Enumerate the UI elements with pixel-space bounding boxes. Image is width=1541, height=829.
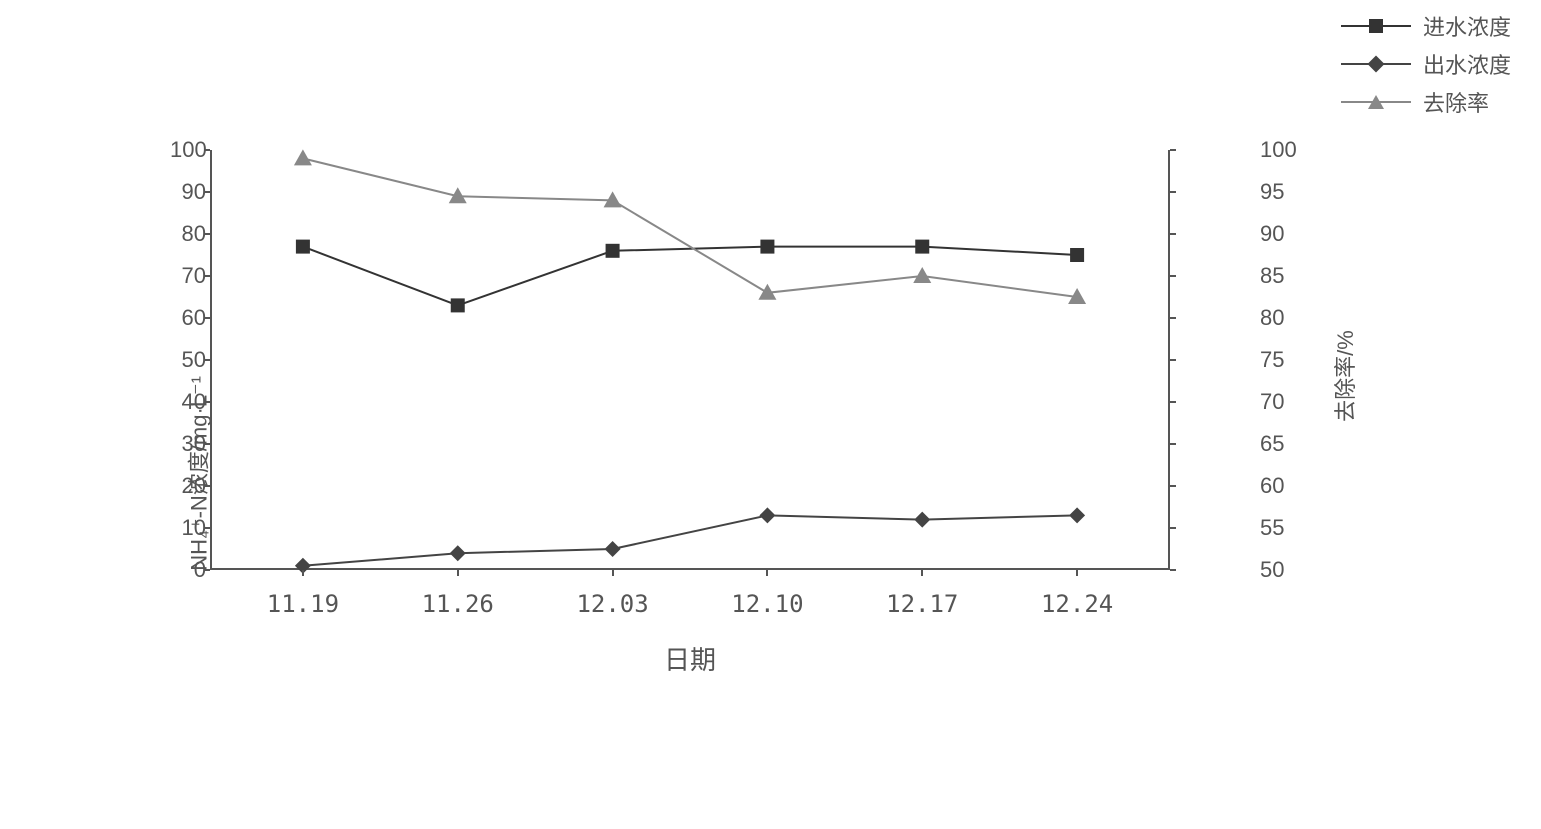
x-tick: 12.10 [717,590,817,618]
y-right-tick: 75 [1260,347,1310,373]
x-tick: 11.19 [253,590,353,618]
legend-item-outflow: 出水浓度 [1341,48,1511,80]
diamond-marker-icon [450,545,466,561]
square-marker-icon [1369,19,1383,33]
y-left-tick: 40 [170,389,206,415]
legend-label: 进水浓度 [1423,10,1511,42]
legend-item-removal: 去除率 [1341,86,1511,118]
y-right-tick: 80 [1260,305,1310,331]
y-axis-right-label: 去除率/% [1328,330,1360,422]
y-right-tick: 65 [1260,431,1310,457]
series-line [303,515,1077,565]
x-axis-label: 日期 [664,640,716,677]
x-tick: 12.17 [872,590,972,618]
diamond-marker-icon [759,507,775,523]
y-right-tick: 100 [1260,137,1310,163]
y-right-tick: 85 [1260,263,1310,289]
y-left-tick: 90 [170,179,206,205]
y-right-tick: 70 [1260,389,1310,415]
y-left-tick: 50 [170,347,206,373]
square-marker-icon [296,240,310,254]
diamond-marker-icon [914,512,930,528]
y-left-tick: 60 [170,305,206,331]
legend-label: 去除率 [1423,86,1489,118]
y-left-tick: 100 [170,137,206,163]
y-right-tick: 95 [1260,179,1310,205]
legend: 进水浓度 出水浓度 去除率 [1341,10,1511,124]
square-marker-icon [451,298,465,312]
plot-svg [210,150,1170,570]
y-left-tick: 20 [170,473,206,499]
triangle-marker-icon [294,149,312,165]
triangle-marker-icon [1368,95,1384,109]
x-tick: 12.03 [563,590,663,618]
x-tick: 12.24 [1027,590,1127,618]
y-right-tick: 90 [1260,221,1310,247]
y-left-tick: 10 [170,515,206,541]
series-line [303,158,1077,297]
square-marker-icon [1070,248,1084,262]
diamond-marker-icon [1367,56,1384,73]
series-line [303,247,1077,306]
legend-item-inflow: 进水浓度 [1341,10,1511,42]
y-right-tick: 55 [1260,515,1310,541]
y-left-tick: 30 [170,431,206,457]
y-left-tick: 80 [170,221,206,247]
triangle-marker-icon [913,267,931,283]
y-left-tick: 0 [170,557,206,583]
y-left-tick: 70 [170,263,206,289]
square-marker-icon [760,240,774,254]
y-right-tick: 60 [1260,473,1310,499]
square-marker-icon [606,244,620,258]
x-tick: 11.26 [408,590,508,618]
legend-label: 出水浓度 [1423,48,1511,80]
square-marker-icon [915,240,929,254]
diamond-marker-icon [1069,507,1085,523]
y-right-tick: 50 [1260,557,1310,583]
chart-container: NH₄⁺-N浓度/mg·L⁻¹ 去除率/% 日期 010203040506070… [130,130,1250,670]
diamond-marker-icon [605,541,621,557]
